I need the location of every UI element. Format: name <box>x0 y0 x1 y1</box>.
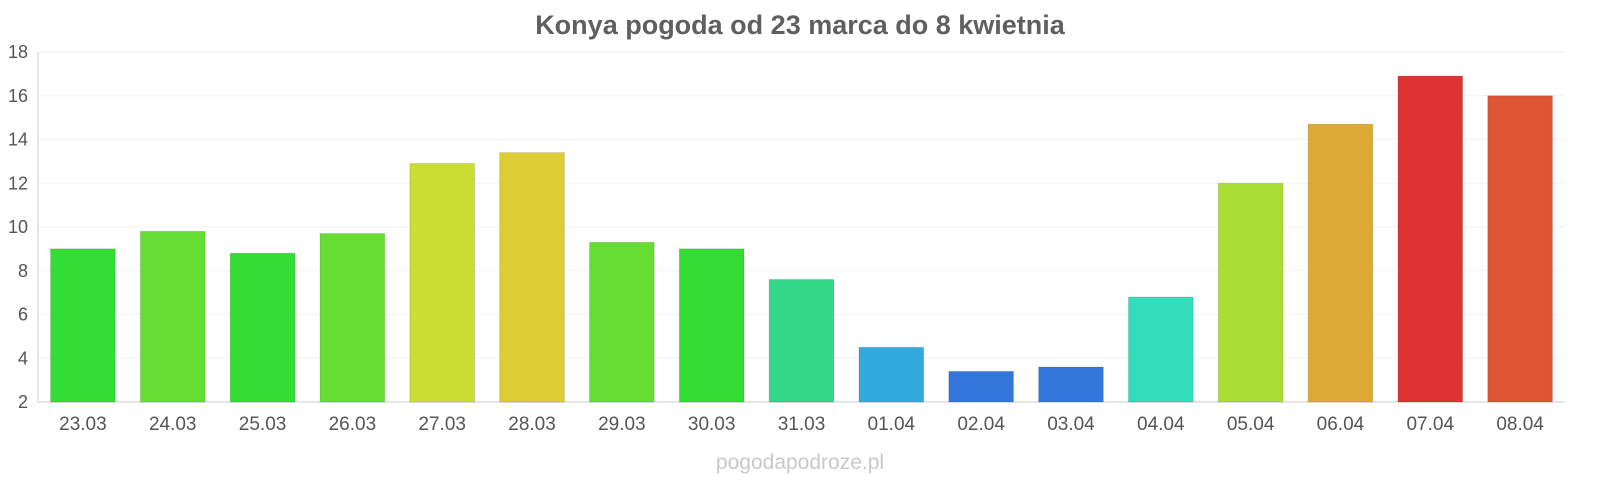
x-tick-label: 04.04 <box>1137 414 1185 435</box>
bar-24.03 <box>139 230 206 403</box>
bar-28.03 <box>499 152 565 403</box>
bar-02.04 <box>948 370 1014 403</box>
x-tick-label: 02.04 <box>957 414 1005 435</box>
x-tick-label: 29.03 <box>598 414 646 435</box>
y-axis-ticks: 2 4 6 8 10 12 14 16 18 <box>8 42 28 412</box>
bar-01.04 <box>858 346 925 403</box>
y-tick-label: 2 <box>18 392 28 412</box>
bar-26.03 <box>319 233 386 403</box>
bar-08.04 <box>1487 95 1553 403</box>
y-tick-label: 16 <box>8 86 28 106</box>
bar-23.03 <box>50 248 116 403</box>
bar-03.04 <box>1038 366 1104 403</box>
x-tick-label: 08.04 <box>1496 414 1544 435</box>
x-tick-label: 25.03 <box>239 414 287 435</box>
bar-05.04 <box>1217 182 1284 403</box>
y-tick-label: 10 <box>8 217 28 237</box>
bar-29.03 <box>589 241 655 403</box>
bar-31.03 <box>768 279 835 403</box>
x-tick-label: 26.03 <box>329 414 377 435</box>
x-tick-label: 03.04 <box>1047 414 1095 435</box>
x-tick-label: 27.03 <box>418 414 466 435</box>
x-tick-label: 30.03 <box>688 414 736 435</box>
y-tick-label: 12 <box>8 173 28 193</box>
x-tick-label: 07.04 <box>1406 414 1454 435</box>
bars <box>50 75 1553 403</box>
y-tick-label: 18 <box>8 42 28 62</box>
x-tick-label: 31.03 <box>778 414 826 435</box>
bar-27.03 <box>409 163 476 403</box>
chart-title: Konya pogoda od 23 marca do 8 kwietnia <box>535 10 1065 40</box>
x-axis-labels: 23.03 24.03 25.03 26.03 27.03 28.03 29.03 30.03… <box>59 414 1544 435</box>
x-tick-label: 01.04 <box>868 414 916 435</box>
bar-06.04 <box>1307 123 1374 403</box>
x-tick-label: 06.04 <box>1317 414 1365 435</box>
bar-07.04 <box>1397 75 1464 403</box>
x-tick-label: 23.03 <box>59 414 107 435</box>
watermark: pogodapodroze.pl <box>715 451 885 474</box>
y-tick-label: 14 <box>8 130 28 150</box>
y-tick-label: 6 <box>18 305 28 325</box>
x-tick-label: 28.03 <box>508 414 556 435</box>
x-tick-label: 24.03 <box>149 414 197 435</box>
y-tick-label: 8 <box>18 261 28 281</box>
y-tick-label: 4 <box>18 348 28 368</box>
bar-30.03 <box>678 248 745 403</box>
bar-25.03 <box>229 252 296 403</box>
x-tick-label: 05.04 <box>1227 414 1275 435</box>
bar-04.04 <box>1127 296 1194 403</box>
